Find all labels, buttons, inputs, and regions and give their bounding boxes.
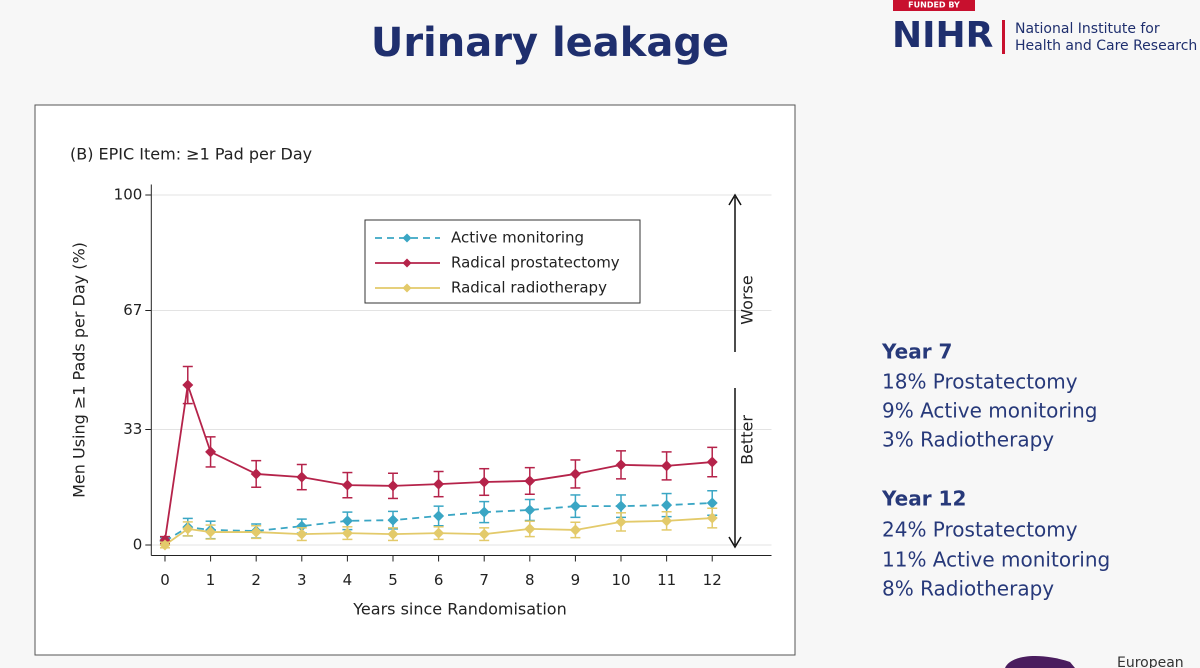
data-point <box>615 500 627 512</box>
x-tick-label: 9 <box>571 571 581 589</box>
x-tick-label: 6 <box>434 571 444 589</box>
data-point <box>569 500 581 512</box>
data-point <box>341 479 353 491</box>
annotation: Better <box>738 415 757 465</box>
slide-title: Urinary leakage <box>371 20 729 66</box>
funded-by: FUNDED BY <box>908 1 960 10</box>
data-point <box>478 476 490 488</box>
data-point <box>615 459 627 471</box>
data-point <box>387 514 399 526</box>
legend: Active monitoring Radical prostatectomy Ra… <box>375 229 620 297</box>
note-heading: Year 7 <box>881 340 952 364</box>
data-point <box>433 527 445 539</box>
y-axis-label: Men Using ≥1 Pads per Day (%) <box>70 242 89 498</box>
logo-line: National Institute for <box>1015 21 1160 37</box>
x-tick-label: 4 <box>343 571 353 589</box>
data-point <box>296 528 308 540</box>
legend-marker <box>402 258 412 268</box>
chart-frame <box>34 104 796 656</box>
x-tick-label: 5 <box>388 571 398 589</box>
x-tick-label: 11 <box>657 571 676 589</box>
data-point <box>296 471 308 483</box>
data-point <box>615 516 627 528</box>
data-point <box>159 539 171 551</box>
note-line: 24% Prostatectomy <box>882 518 1078 542</box>
data-point <box>205 526 217 538</box>
logo-line: Health and Care Research <box>1015 38 1197 54</box>
footer-text: European <box>1117 655 1184 668</box>
x-tick-label: 7 <box>479 571 489 589</box>
note-line: 8% Radiotherapy <box>882 577 1054 601</box>
annotation: Worse <box>738 275 757 324</box>
data-point <box>706 512 718 524</box>
legend-label: Radical radiotherapy <box>451 279 607 297</box>
chart-title: (B) EPIC Item: ≥1 Pad per Day <box>70 145 312 164</box>
x-tick-label: 2 <box>251 571 261 589</box>
data-point <box>296 520 308 532</box>
legend-marker <box>402 233 412 243</box>
x-tick-label: 12 <box>703 571 722 589</box>
note-line: 9% Active monitoring <box>882 399 1098 423</box>
x-tick-label: 8 <box>525 571 535 589</box>
x-axis-label: Years since Randomisation <box>352 600 566 619</box>
data-point <box>433 478 445 490</box>
note-line: 3% Radiotherapy <box>882 428 1054 452</box>
data-point <box>478 506 490 518</box>
x-tick-label: 0 <box>160 571 170 589</box>
funded-badge <box>893 0 975 11</box>
data-point <box>433 510 445 522</box>
data-point <box>661 460 673 472</box>
y-tick-label: 33 <box>123 420 142 438</box>
legend-label: Radical prostatectomy <box>451 254 620 272</box>
data-point <box>250 526 262 538</box>
series-line <box>164 502 713 542</box>
y-tick-label: 0 <box>133 536 143 554</box>
note-heading: Year 12 <box>881 487 966 511</box>
data-point <box>250 468 262 480</box>
data-point <box>524 523 536 535</box>
legend-box <box>364 219 641 304</box>
data-point <box>524 475 536 487</box>
data-point <box>387 528 399 540</box>
legend-label: Active monitoring <box>451 229 584 247</box>
x-tick-label: 3 <box>297 571 307 589</box>
data-point <box>182 523 194 535</box>
data-point <box>524 504 536 516</box>
note-line: 11% Active monitoring <box>882 548 1110 572</box>
series-line <box>164 517 713 546</box>
note-line: 18% Prostatectomy <box>882 370 1078 394</box>
legend-marker <box>402 283 412 293</box>
data-point <box>569 468 581 480</box>
data-point <box>205 446 217 458</box>
data-point <box>478 528 490 540</box>
data-point <box>661 515 673 527</box>
data-point <box>341 515 353 527</box>
logo-name: NIHR <box>892 15 993 56</box>
direction-arrows <box>728 193 742 549</box>
x-tick-label: 10 <box>611 571 630 589</box>
data-point <box>661 499 673 511</box>
footer-logo <box>1005 656 1075 668</box>
data-point <box>706 497 718 509</box>
data-point <box>182 379 194 391</box>
data-point <box>341 527 353 539</box>
data-point <box>387 480 399 492</box>
data-point <box>706 456 718 468</box>
data-point <box>569 524 581 536</box>
y-tick-label: 100 <box>114 186 143 204</box>
y-tick-label: 67 <box>123 301 142 319</box>
x-tick-label: 1 <box>206 571 216 589</box>
series-line <box>164 384 713 541</box>
logo-divider <box>1002 20 1005 54</box>
